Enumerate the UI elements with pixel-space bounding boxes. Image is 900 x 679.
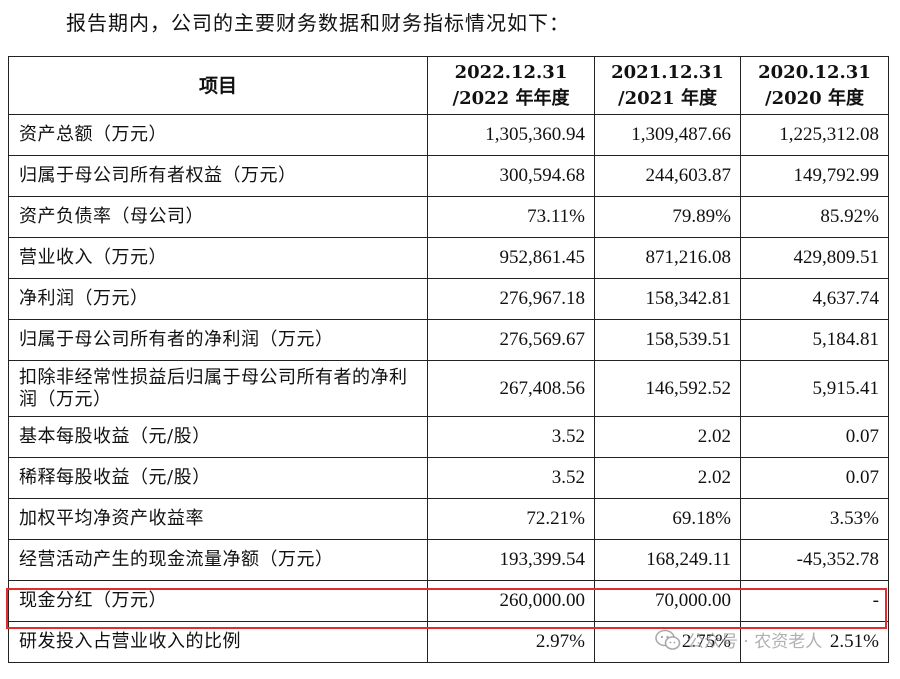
cell-2020: 0.07 xyxy=(740,416,889,458)
header-col-2021: 2021.12.31 /2021 年度 xyxy=(594,56,741,115)
cell-2021: 158,342.81 xyxy=(594,278,741,320)
header-col-2021-period: /2021 年度 xyxy=(618,87,717,109)
row-label: 稀释每股收益（元/股） xyxy=(8,457,428,499)
cell-2022: 72.21% xyxy=(427,498,595,540)
row-label: 资产负债率（母公司） xyxy=(8,196,428,238)
cell-2021: 871,216.08 xyxy=(594,237,741,279)
table-row: 净利润（万元） 276,967.18 158,342.81 4,637.74 xyxy=(8,278,889,320)
cell-2021: 2.75% xyxy=(594,621,741,663)
row-label: 资产总额（万元） xyxy=(8,114,428,156)
cell-2022: 276,569.67 xyxy=(427,319,595,361)
header-col-2020-period: /2020 年度 xyxy=(765,87,864,109)
cell-2020: 4,637.74 xyxy=(740,278,889,320)
cell-2021: 146,592.52 xyxy=(594,360,741,417)
row-label: 净利润（万元） xyxy=(8,278,428,320)
intro-text: 报告期内，公司的主要财务数据和财务指标情况如下： xyxy=(66,11,570,35)
table-row: 资产总额（万元） 1,305,360.94 1,309,487.66 1,225… xyxy=(8,114,889,156)
row-label: 归属于母公司所有者的净利润（万元） xyxy=(8,319,428,361)
row-label: 营业收入（万元） xyxy=(8,237,428,279)
cell-2022: 3.52 xyxy=(427,416,595,458)
cell-2021: 70,000.00 xyxy=(594,580,741,622)
row-label: 现金分红（万元） xyxy=(8,580,428,622)
cell-2022: 193,399.54 xyxy=(427,539,595,581)
cell-2022: 276,967.18 xyxy=(427,278,595,320)
table-row: 经营活动产生的现金流量净额（万元） 193,399.54 168,249.11 … xyxy=(8,539,889,581)
cell-2020: 429,809.51 xyxy=(740,237,889,279)
cell-2020: 149,792.99 xyxy=(740,155,889,197)
cell-2022: 73.11% xyxy=(427,196,595,238)
header-col-2022-period: /2022 年年度 xyxy=(452,87,570,109)
row-label: 归属于母公司所有者权益（万元） xyxy=(8,155,428,197)
table-row: 基本每股收益（元/股） 3.52 2.02 0.07 xyxy=(8,416,889,458)
cell-2020: 3.53% xyxy=(740,498,889,540)
financial-table: 项目 2022.12.31 /2022 年年度 2021.12.31 /2021… xyxy=(8,56,889,663)
table-row: 归属于母公司所有者的净利润（万元） 276,569.67 158,539.51 … xyxy=(8,319,889,361)
row-label: 加权平均净资产收益率 xyxy=(8,498,428,540)
cell-2022: 300,594.68 xyxy=(427,155,595,197)
cell-2021: 2.02 xyxy=(594,457,741,499)
table-row: 稀释每股收益（元/股） 3.52 2.02 0.07 xyxy=(8,457,889,499)
cell-2020: -45,352.78 xyxy=(740,539,889,581)
cell-2022: 952,861.45 xyxy=(427,237,595,279)
header-col-2020: 2020.12.31 /2020 年度 xyxy=(740,56,889,115)
cell-2022: 3.52 xyxy=(427,457,595,499)
row-label: 研发投入占营业收入的比例 xyxy=(8,621,428,663)
row-label: 扣除非经常性损益后归属于母公司所有者的净利润（万元） xyxy=(8,360,428,417)
cell-2021: 244,603.87 xyxy=(594,155,741,197)
cell-2021: 1,309,487.66 xyxy=(594,114,741,156)
table-row: 加权平均净资产收益率 72.21% 69.18% 3.53% xyxy=(8,498,889,540)
cell-2021: 168,249.11 xyxy=(594,539,741,581)
cell-2021: 158,539.51 xyxy=(594,319,741,361)
row-label: 经营活动产生的现金流量净额（万元） xyxy=(8,539,428,581)
row-label: 基本每股收益（元/股） xyxy=(8,416,428,458)
cell-2020: 5,915.41 xyxy=(740,360,889,417)
cell-2021: 79.89% xyxy=(594,196,741,238)
header-col-2022: 2022.12.31 /2022 年年度 xyxy=(427,56,595,115)
header-item: 项目 xyxy=(8,56,428,115)
cell-2022: 267,408.56 xyxy=(427,360,595,417)
cell-2020: - xyxy=(740,580,889,622)
table-row: 扣除非经常性损益后归属于母公司所有者的净利润（万元） 267,408.56 14… xyxy=(8,360,889,417)
cell-2020: 85.92% xyxy=(740,196,889,238)
cell-2020: 1,225,312.08 xyxy=(740,114,889,156)
table-row: 研发投入占营业收入的比例 2.97% 2.75% 2.51% xyxy=(8,621,889,663)
table-row: 营业收入（万元） 952,861.45 871,216.08 429,809.5… xyxy=(8,237,889,279)
cell-2020: 2.51% xyxy=(740,621,889,663)
table-row: 资产负债率（母公司） 73.11% 79.89% 85.92% xyxy=(8,196,889,238)
header-col-2020-date: 2020.12.31 xyxy=(758,61,871,83)
cell-2020: 0.07 xyxy=(740,457,889,499)
cell-2022: 2.97% xyxy=(427,621,595,663)
table-header-row: 项目 2022.12.31 /2022 年年度 2021.12.31 /2021… xyxy=(8,56,889,115)
table-row-highlighted: 现金分红（万元） 260,000.00 70,000.00 - xyxy=(8,580,889,622)
cell-2021: 69.18% xyxy=(594,498,741,540)
cell-2020: 5,184.81 xyxy=(740,319,889,361)
cell-2021: 2.02 xyxy=(594,416,741,458)
header-col-2022-date: 2022.12.31 xyxy=(454,61,568,83)
cell-2022: 260,000.00 xyxy=(427,580,595,622)
cell-2022: 1,305,360.94 xyxy=(427,114,595,156)
header-col-2021-date: 2021.12.31 xyxy=(611,61,724,83)
table-row: 归属于母公司所有者权益（万元） 300,594.68 244,603.87 14… xyxy=(8,155,889,197)
